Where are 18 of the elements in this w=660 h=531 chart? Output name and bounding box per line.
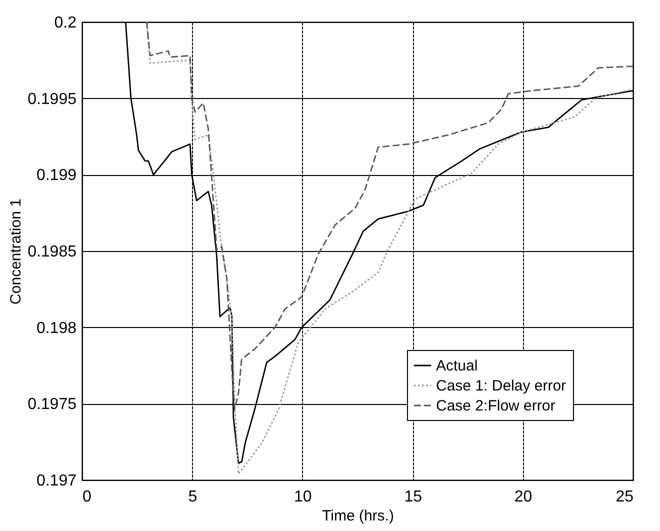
x-tick-label: 15: [404, 488, 422, 506]
y-tick-label: 0.197: [36, 472, 77, 490]
x-tick-label: 20: [514, 488, 532, 506]
y-axis-title: Concentration 1: [8, 198, 25, 304]
legend-label: Case 2:Flow error: [436, 398, 556, 414]
y-tick-label: 0.198: [36, 320, 77, 337]
y-tick-label: 0.2: [54, 14, 77, 32]
y-tick-label: 0.1985: [28, 244, 77, 260]
x-tick-label: 5: [188, 488, 198, 506]
x-tick-label: 10: [294, 488, 312, 506]
legend-label: Actual: [436, 358, 478, 374]
x-tick-label: 0: [82, 488, 92, 506]
y-tick-label: 0.1995: [28, 90, 77, 108]
y-tick-label: 0.1975: [28, 396, 77, 414]
legend-label: Case 1: Delay error: [436, 378, 566, 394]
y-tick-label: 0.199: [36, 167, 77, 184]
x-tick-label: 25: [616, 488, 634, 506]
x-axis-title: Time (hrs.): [322, 508, 394, 524]
